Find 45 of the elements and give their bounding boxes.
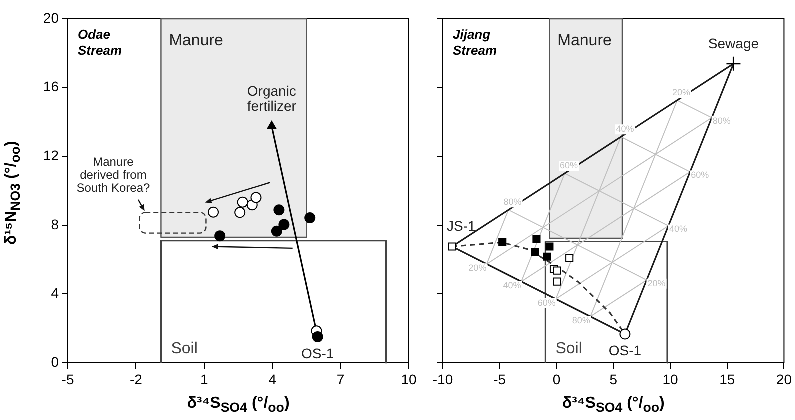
y-tick-label: 8 bbox=[51, 216, 60, 232]
y-tick-label: 0 bbox=[51, 354, 60, 370]
series-label: 60% bbox=[560, 160, 578, 171]
x-axis-title: δ³⁴S$_{SO4}$ (°/$_{oo}$) bbox=[561, 394, 666, 418]
x-tick-label: 15 bbox=[720, 371, 736, 388]
x-tick-label: -5 bbox=[494, 371, 506, 388]
x-tick-label: -2 bbox=[130, 371, 143, 388]
x-axis-title: δ³⁴S$_{SO4}$ (°/$_{oo}$) bbox=[186, 394, 291, 418]
series-label: 40% bbox=[616, 124, 634, 134]
annotation: Organic fertilizer bbox=[247, 82, 297, 114]
annotation: OS-1 bbox=[608, 342, 642, 359]
x-tick-label: 0 bbox=[552, 371, 561, 388]
text: Jijang Stream bbox=[453, 27, 498, 58]
series-label: Manure bbox=[558, 32, 612, 50]
series-label: Manure bbox=[169, 32, 224, 50]
series-label: 60% bbox=[538, 298, 556, 308]
series-label: 60% bbox=[691, 170, 710, 180]
series-label: Soil bbox=[171, 340, 198, 358]
x-tick-label: 5 bbox=[610, 371, 618, 388]
annotation: OS-1 bbox=[301, 345, 334, 362]
series-label: 40% bbox=[669, 224, 688, 234]
series-label: 20% bbox=[672, 88, 691, 98]
series-label: 80% bbox=[504, 197, 522, 208]
y-tick-label: 20 bbox=[43, 10, 60, 26]
x-tick-label: -5 bbox=[62, 371, 74, 388]
series-label: Soil bbox=[556, 340, 582, 358]
series-label: 20% bbox=[648, 278, 666, 288]
series-label: 20% bbox=[468, 263, 487, 274]
x-tick-label: 10 bbox=[401, 371, 417, 388]
series-label: 80% bbox=[712, 116, 731, 126]
x-tick-label: 4 bbox=[268, 371, 277, 388]
annotation: Sewage bbox=[708, 35, 760, 52]
x-tick-label: 1 bbox=[200, 371, 208, 388]
annotation: JS-1 bbox=[446, 218, 476, 234]
y-tick-label: 16 bbox=[43, 78, 60, 95]
series-label: 80% bbox=[572, 316, 590, 326]
x-tick-label: 7 bbox=[336, 371, 345, 388]
x-tick-label: 10 bbox=[662, 371, 678, 388]
x-tick-label: 20 bbox=[776, 371, 792, 388]
y-tick-label: 4 bbox=[51, 285, 60, 302]
x-tick-label: -10 bbox=[432, 371, 454, 388]
text: Odae Stream bbox=[78, 27, 123, 58]
y-tick-label: 12 bbox=[43, 147, 60, 164]
annotation: Manure derived from South Korea? bbox=[76, 154, 150, 195]
series-label: 40% bbox=[503, 280, 522, 291]
